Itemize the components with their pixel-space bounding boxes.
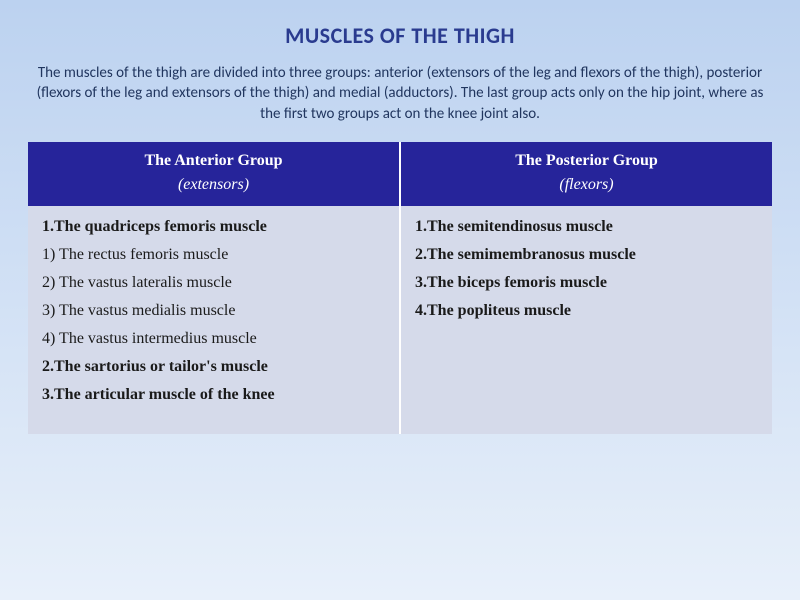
posterior-cell: 1.The semitendinosus muscle 2.The semimem… [400, 206, 772, 434]
list-item: 4.The popliteus muscle [415, 302, 758, 320]
list-item: 1.The quadriceps femoris muscle [42, 218, 385, 236]
list-item: 1.The semitendinosus muscle [415, 218, 758, 236]
list-item: 3.The articular muscle of the knee [42, 386, 385, 404]
anterior-cell: 1.The quadriceps femoris muscle 1) The re… [28, 206, 400, 434]
list-item: 4) The vastus intermedius muscle [42, 330, 385, 348]
column-header-title: The Anterior Group [28, 142, 400, 174]
column-header-subtitle: (flexors) [400, 174, 772, 206]
column-header-title: The Posterior Group [400, 142, 772, 174]
list-item: 3.The biceps femoris muscle [415, 274, 758, 292]
list-item: 3) The vastus medialis muscle [42, 302, 385, 320]
list-item: 2) The vastus lateralis muscle [42, 274, 385, 292]
list-item: 1) The rectus femoris muscle [42, 246, 385, 264]
list-item: 2.The sartorius or tailor's muscle [42, 358, 385, 376]
intro-paragraph: The muscles of the thigh are divided int… [28, 63, 772, 124]
muscle-groups-table: The Anterior GroupThe Posterior Group (e… [28, 142, 772, 434]
column-header-subtitle: (extensors) [28, 174, 400, 206]
list-item: 2.The semimembranosus muscle [415, 246, 758, 264]
slide: MUSCLES OF THE THIGH The muscles of the … [0, 0, 800, 600]
page-title: MUSCLES OF THE THIGH [28, 22, 772, 49]
